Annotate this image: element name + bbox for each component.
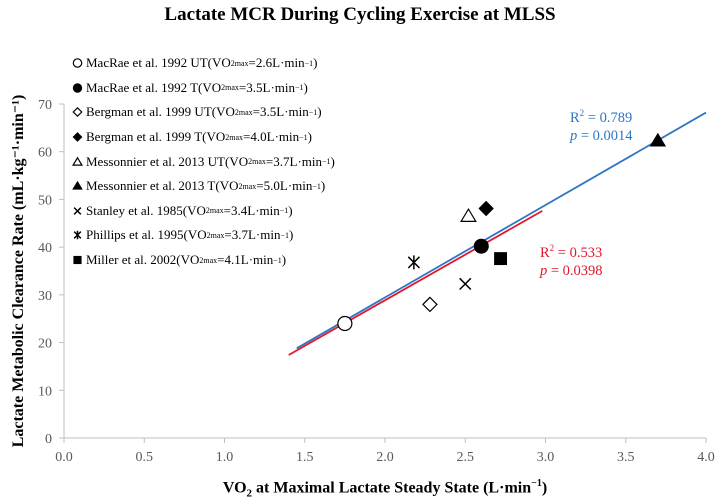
x-tick-label: 1.5 (296, 450, 314, 465)
legend-marker (73, 255, 82, 265)
legend-marker (72, 83, 83, 93)
legend-marker-triangle-open (72, 156, 83, 166)
x-axis-label: VO2 at Maximal Lactate Steady State (L·m… (222, 478, 548, 500)
legend-vo2max-value: 5.0 (263, 178, 280, 194)
y-tick-label: 0 (45, 432, 52, 447)
legend-item: Miller et al. 2002 (VO 2max = 4.1 L·min −1… (72, 248, 335, 273)
red-regression-annotation: R2 = 0.533 p = 0.0398 (540, 243, 603, 279)
legend-item: MacRae et al. 1992 T (VO 2max = 3.5 L·min… (72, 76, 335, 101)
legend-marker (72, 107, 83, 118)
legend-item: Bergman et al. 1999 T (VO 2max = 4.0 L·mi… (72, 125, 335, 150)
legend-marker-diamond-open (72, 107, 83, 118)
data-points (337, 132, 667, 332)
y-tick-label: 40 (38, 241, 52, 256)
x-tick-label: 3.5 (617, 450, 635, 465)
legend-vo2max-value: 3.4 (231, 202, 248, 218)
legend-vo2max-value: 4.0 (250, 129, 267, 145)
legend-study-name: Messonnier et al. 2013 T (86, 178, 216, 194)
legend-item: Stanley et al. 1985 (VO 2max = 3.4 L·min −… (72, 199, 335, 224)
data-point-asterisk (407, 255, 421, 270)
x-tick-label: 4.0 (697, 450, 715, 465)
legend-marker-square-filled (73, 255, 82, 265)
legend-vo2max-value: 3.5 (260, 104, 277, 120)
blue-regression-annotation: R2 = 0.789 p = 0.0014 (570, 108, 633, 144)
legend-marker-circle-open (72, 58, 83, 69)
legend-marker-diamond-filled (72, 132, 83, 142)
x-tick-label: 0.0 (55, 450, 73, 465)
trendline-all-studies (296, 111, 707, 350)
legend-marker-triangle-filled (72, 181, 83, 190)
y-tick-label: 70 (38, 98, 52, 113)
y-tick-label: 30 (38, 289, 52, 304)
y-tick-label: 50 (38, 193, 52, 208)
legend-marker (72, 58, 83, 69)
legend-marker-asterisk (73, 231, 82, 240)
legend-marker (72, 156, 83, 166)
x-tick-label: 2.5 (457, 450, 475, 465)
legend-marker (73, 206, 82, 215)
x-tick-label: 3.0 (537, 450, 555, 465)
y-axis-label: Lactate Metabolic Clearance Rate (mL·kg⁻… (10, 94, 27, 448)
legend-marker (72, 132, 83, 142)
trendlines (288, 111, 707, 356)
legend-study-name: Messonnier et al. 2013 UT (86, 153, 226, 169)
legend-study-name: Phillips et al. 1995 (86, 227, 184, 243)
legend-vo2max-value: 4.1 (224, 252, 241, 268)
legend-study-name: MacRae et al. 1992 T (86, 79, 199, 95)
y-tick-label: 10 (38, 384, 52, 399)
data-point-diamond-filled (478, 200, 494, 217)
data-point-triangle-filled (649, 132, 667, 147)
legend: MacRae et al. 1992 UT (VO 2max = 2.6 L·mi… (72, 51, 335, 272)
legend-vo2max-value: 3.7 (231, 227, 248, 243)
legend-marker (72, 181, 83, 190)
data-point-x (459, 277, 472, 291)
axes: 0.0 0.5 1.0 1.5 2.0 2.5 3.0 3.5 4.0 0 10 20 30 40 50 60… (38, 98, 715, 465)
chart-title: Lactate MCR During Cycling Exercise at M… (164, 4, 556, 25)
legend-vo2max-value: 3.5 (246, 79, 263, 95)
data-point-circle-filled (473, 238, 489, 254)
x-tick-label: 2.0 (376, 450, 394, 465)
legend-marker-circle-filled (72, 83, 83, 93)
legend-marker-x (73, 206, 82, 215)
x-tick-label: 1.0 (216, 450, 234, 465)
legend-study-name: Bergman et al. 1999 T (86, 129, 203, 145)
data-point-circle-open (337, 315, 353, 332)
legend-item: Messonnier et al. 2013 T (VO 2max = 5.0 L… (72, 174, 335, 199)
legend-item: Messonnier et al. 2013 UT (VO 2max = 3.7 … (72, 149, 335, 174)
data-point-triangle-open (460, 207, 477, 222)
legend-study-name: MacRae et al. 1992 UT (86, 55, 208, 71)
legend-marker (73, 231, 82, 240)
data-point-square-filled (494, 252, 508, 266)
legend-study-name: Stanley et al. 1985 (86, 202, 183, 218)
trendline-subset (288, 210, 543, 356)
legend-vo2max-value: 2.6 (255, 55, 273, 71)
legend-item: MacRae et al. 1992 UT (VO 2max = 2.6 L·mi… (72, 51, 335, 76)
legend-item: Bergman et al. 1999 UT (VO 2max = 3.5 L·m… (72, 100, 335, 125)
legend-item: Phillips et al. 1995 (VO 2max = 3.7 L·min… (72, 223, 335, 248)
x-tick-label: 0.5 (136, 450, 154, 465)
legend-study-name: Bergman et al. 1999 UT (86, 104, 212, 120)
legend-vo2max-value: 3.7 (273, 153, 290, 169)
data-point-diamond-open (422, 296, 438, 313)
y-tick-label: 60 (38, 146, 52, 161)
legend-study-name: Miller et al. 2002 (86, 252, 177, 268)
y-tick-label: 20 (38, 337, 52, 352)
